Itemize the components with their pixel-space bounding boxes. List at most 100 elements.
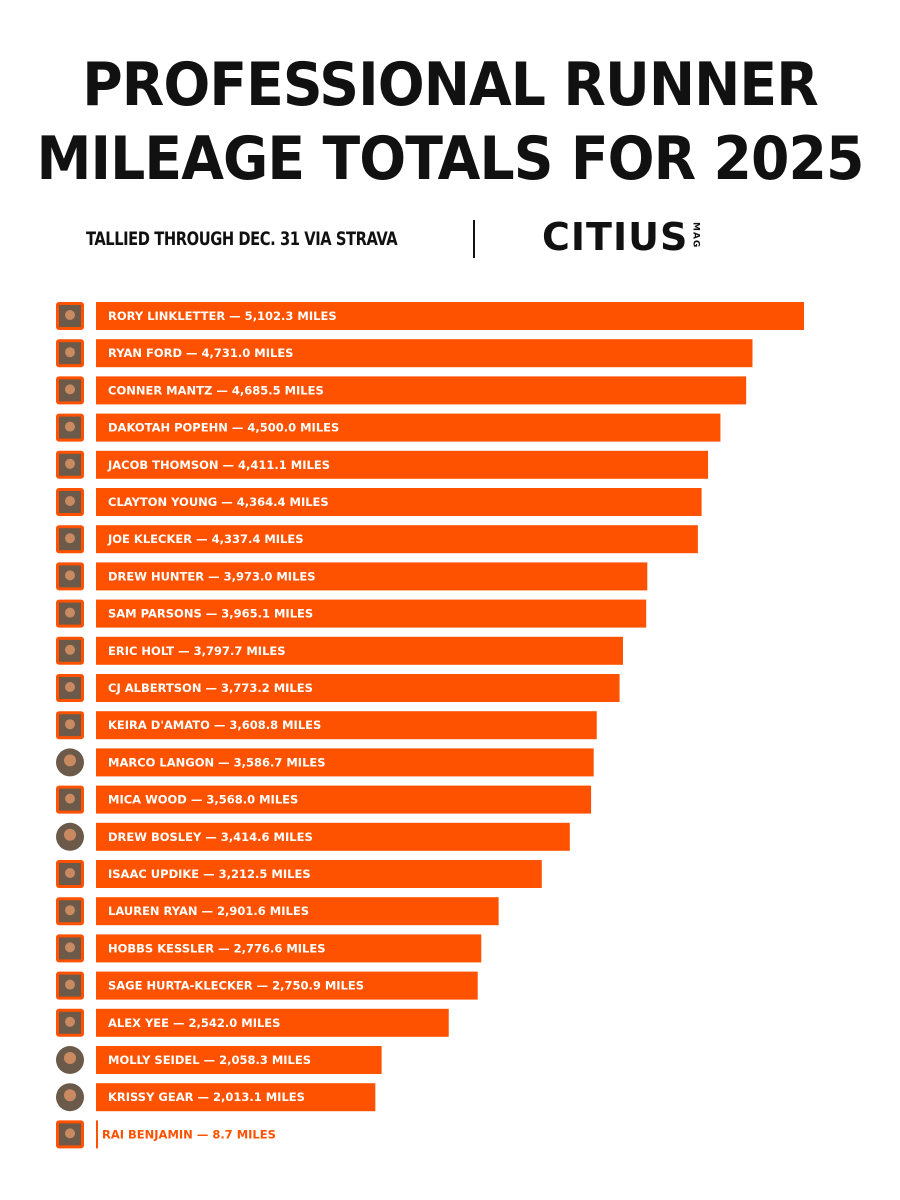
bar (96, 674, 620, 702)
avatar-face (65, 347, 75, 358)
bar-row: ALEX YEE — 2,542.0 MILES (56, 1008, 449, 1037)
bar (96, 636, 623, 665)
bar (96, 971, 478, 1000)
bar-row: SAM PARSONS — 3,965.1 MILES (56, 599, 647, 628)
brand-sub: MAG (690, 222, 701, 249)
bar-label: KRISSY GEAR — 2,013.1 MILES (108, 1090, 305, 1104)
bar (96, 748, 594, 777)
bar-row: SAGE HURTA-KLECKER — 2,750.9 MILES (56, 971, 478, 1000)
bar-row: CONNER MANTZ — 4,685.5 MILES (56, 376, 747, 405)
bar-label: RAI BENJAMIN — 8.7 MILES (102, 1127, 276, 1141)
bar-label: JOE KLECKER — 4,337.4 MILES (107, 532, 304, 546)
brand-logo: CITIUS MAG (542, 214, 700, 260)
avatar-face (65, 719, 75, 730)
bar-row: KEIRA D'AMATO — 3,608.8 MILES (56, 711, 597, 740)
bar-label: DREW HUNTER — 3,973.0 MILES (108, 569, 316, 583)
bar-row: MICA WOOD — 3,568.0 MILES (56, 785, 592, 814)
bar-label: HOBBS KESSLER — 2,776.6 MILES (108, 941, 326, 955)
bar-label: LAUREN RYAN — 2,901.6 MILES (108, 904, 309, 918)
bar-label: SAGE HURTA-KLECKER — 2,750.9 MILES (108, 979, 364, 993)
bar-label: ERIC HOLT — 3,797.7 MILES (108, 644, 286, 658)
bar (96, 860, 542, 888)
avatar-face (65, 384, 75, 395)
avatar-face (65, 942, 75, 953)
bar-label: MOLLY SEIDEL — 2,058.3 MILES (108, 1053, 311, 1067)
chart-title-line-2: MILEAGE TOTALS FOR 2025 (36, 124, 865, 194)
avatar-face (65, 868, 75, 878)
bar-row: JACOB THOMSON — 4,411.1 MILES (56, 450, 709, 479)
bar-row: RAI BENJAMIN — 8.7 MILES (56, 1120, 276, 1149)
bar-row: MOLLY SEIDEL — 2,058.3 MILES (56, 1046, 382, 1074)
avatar-face (65, 310, 75, 320)
bar (96, 450, 709, 479)
bar-label: KEIRA D'AMATO — 3,608.8 MILES (108, 718, 321, 732)
bar-label: CLAYTON YOUNG — 4,364.4 MILES (108, 495, 329, 509)
bar (96, 1120, 98, 1149)
avatar-face (65, 905, 75, 916)
bar (96, 413, 721, 442)
bar-label: RORY LINKLETTER — 5,102.3 MILES (108, 309, 337, 323)
bar-label: DREW BOSLEY — 3,414.6 MILES (108, 830, 313, 844)
bar-row: KRISSY GEAR — 2,013.1 MILES (56, 1083, 376, 1112)
bar (96, 1046, 382, 1074)
avatar-face (65, 1016, 75, 1027)
bar (96, 1083, 376, 1112)
bar (96, 934, 482, 963)
bar-label: DAKOTAH POPEHN — 4,500.0 MILES (108, 421, 339, 435)
bar-label: ISAAC UPDIKE — 3,212.5 MILES (108, 867, 311, 881)
bar (96, 897, 499, 926)
bar-label: JACOB THOMSON — 4,411.1 MILES (107, 458, 330, 472)
bar-row: DREW BOSLEY — 3,414.6 MILES (56, 822, 570, 851)
bar-row: DAKOTAH POPEHN — 4,500.0 MILES (56, 413, 721, 442)
header-divider (473, 220, 475, 258)
bar (96, 302, 804, 330)
title-block: PROFESSIONAL RUNNER MILEAGE TOTALS FOR 2… (0, 48, 900, 196)
bar-row: JOE KLECKER — 4,337.4 MILES (56, 525, 698, 554)
bar-label: CONNER MANTZ — 4,685.5 MILES (108, 383, 324, 397)
bar (96, 376, 747, 405)
avatar-face (65, 644, 75, 655)
avatar-face (64, 754, 76, 767)
bar-row: CJ ALBERTSON — 3,773.2 MILES (56, 674, 620, 702)
avatar-face (65, 421, 75, 432)
bar-label: RYAN FORD — 4,731.0 MILES (108, 346, 293, 360)
bar-row: ISAAC UPDIKE — 3,212.5 MILES (56, 860, 542, 888)
avatar-face (65, 570, 75, 581)
bar-row: DREW HUNTER — 3,973.0 MILES (56, 562, 648, 591)
bar (96, 785, 592, 814)
bar-row: HOBBS KESSLER — 2,776.6 MILES (56, 934, 482, 963)
chart-subtitle: TALLIED THROUGH DEC. 31 VIA STRAVA (86, 228, 398, 250)
bar (96, 599, 647, 628)
avatar-face (65, 496, 75, 506)
bar (96, 562, 648, 591)
avatar-face (64, 1052, 76, 1064)
bar-label: MARCO LANGON — 3,586.7 MILES (108, 755, 326, 769)
avatar-face (65, 458, 75, 469)
avatar-face (65, 793, 75, 804)
bar-row: MARCO LANGON — 3,586.7 MILES (56, 748, 594, 777)
bar-row: RORY LINKLETTER — 5,102.3 MILES (56, 302, 804, 330)
bar (96, 711, 597, 740)
avatar-face (65, 1128, 75, 1139)
bar (96, 488, 702, 516)
bar (96, 339, 753, 368)
bar-row: CLAYTON YOUNG — 4,364.4 MILES (56, 488, 702, 516)
avatar-face (64, 828, 76, 841)
avatar-face (65, 607, 75, 618)
brand-name: CITIUS (542, 215, 689, 259)
avatar-face (65, 533, 75, 544)
bar (96, 822, 570, 851)
bar (96, 1008, 449, 1037)
bar-label: ALEX YEE — 2,542.0 MILES (108, 1016, 280, 1030)
bar (96, 525, 698, 554)
bar-label: MICA WOOD — 3,568.0 MILES (108, 793, 298, 807)
avatar-face (65, 979, 75, 990)
bar-row: LAUREN RYAN — 2,901.6 MILES (56, 897, 499, 926)
avatar-face (64, 1089, 76, 1102)
bar-label: CJ ALBERTSON — 3,773.2 MILES (108, 681, 313, 695)
chart-title-line-1: PROFESSIONAL RUNNER (82, 50, 818, 120)
avatar-face (65, 682, 75, 692)
bar-row: ERIC HOLT — 3,797.7 MILES (56, 636, 623, 665)
bar-row: RYAN FORD — 4,731.0 MILES (56, 339, 753, 368)
